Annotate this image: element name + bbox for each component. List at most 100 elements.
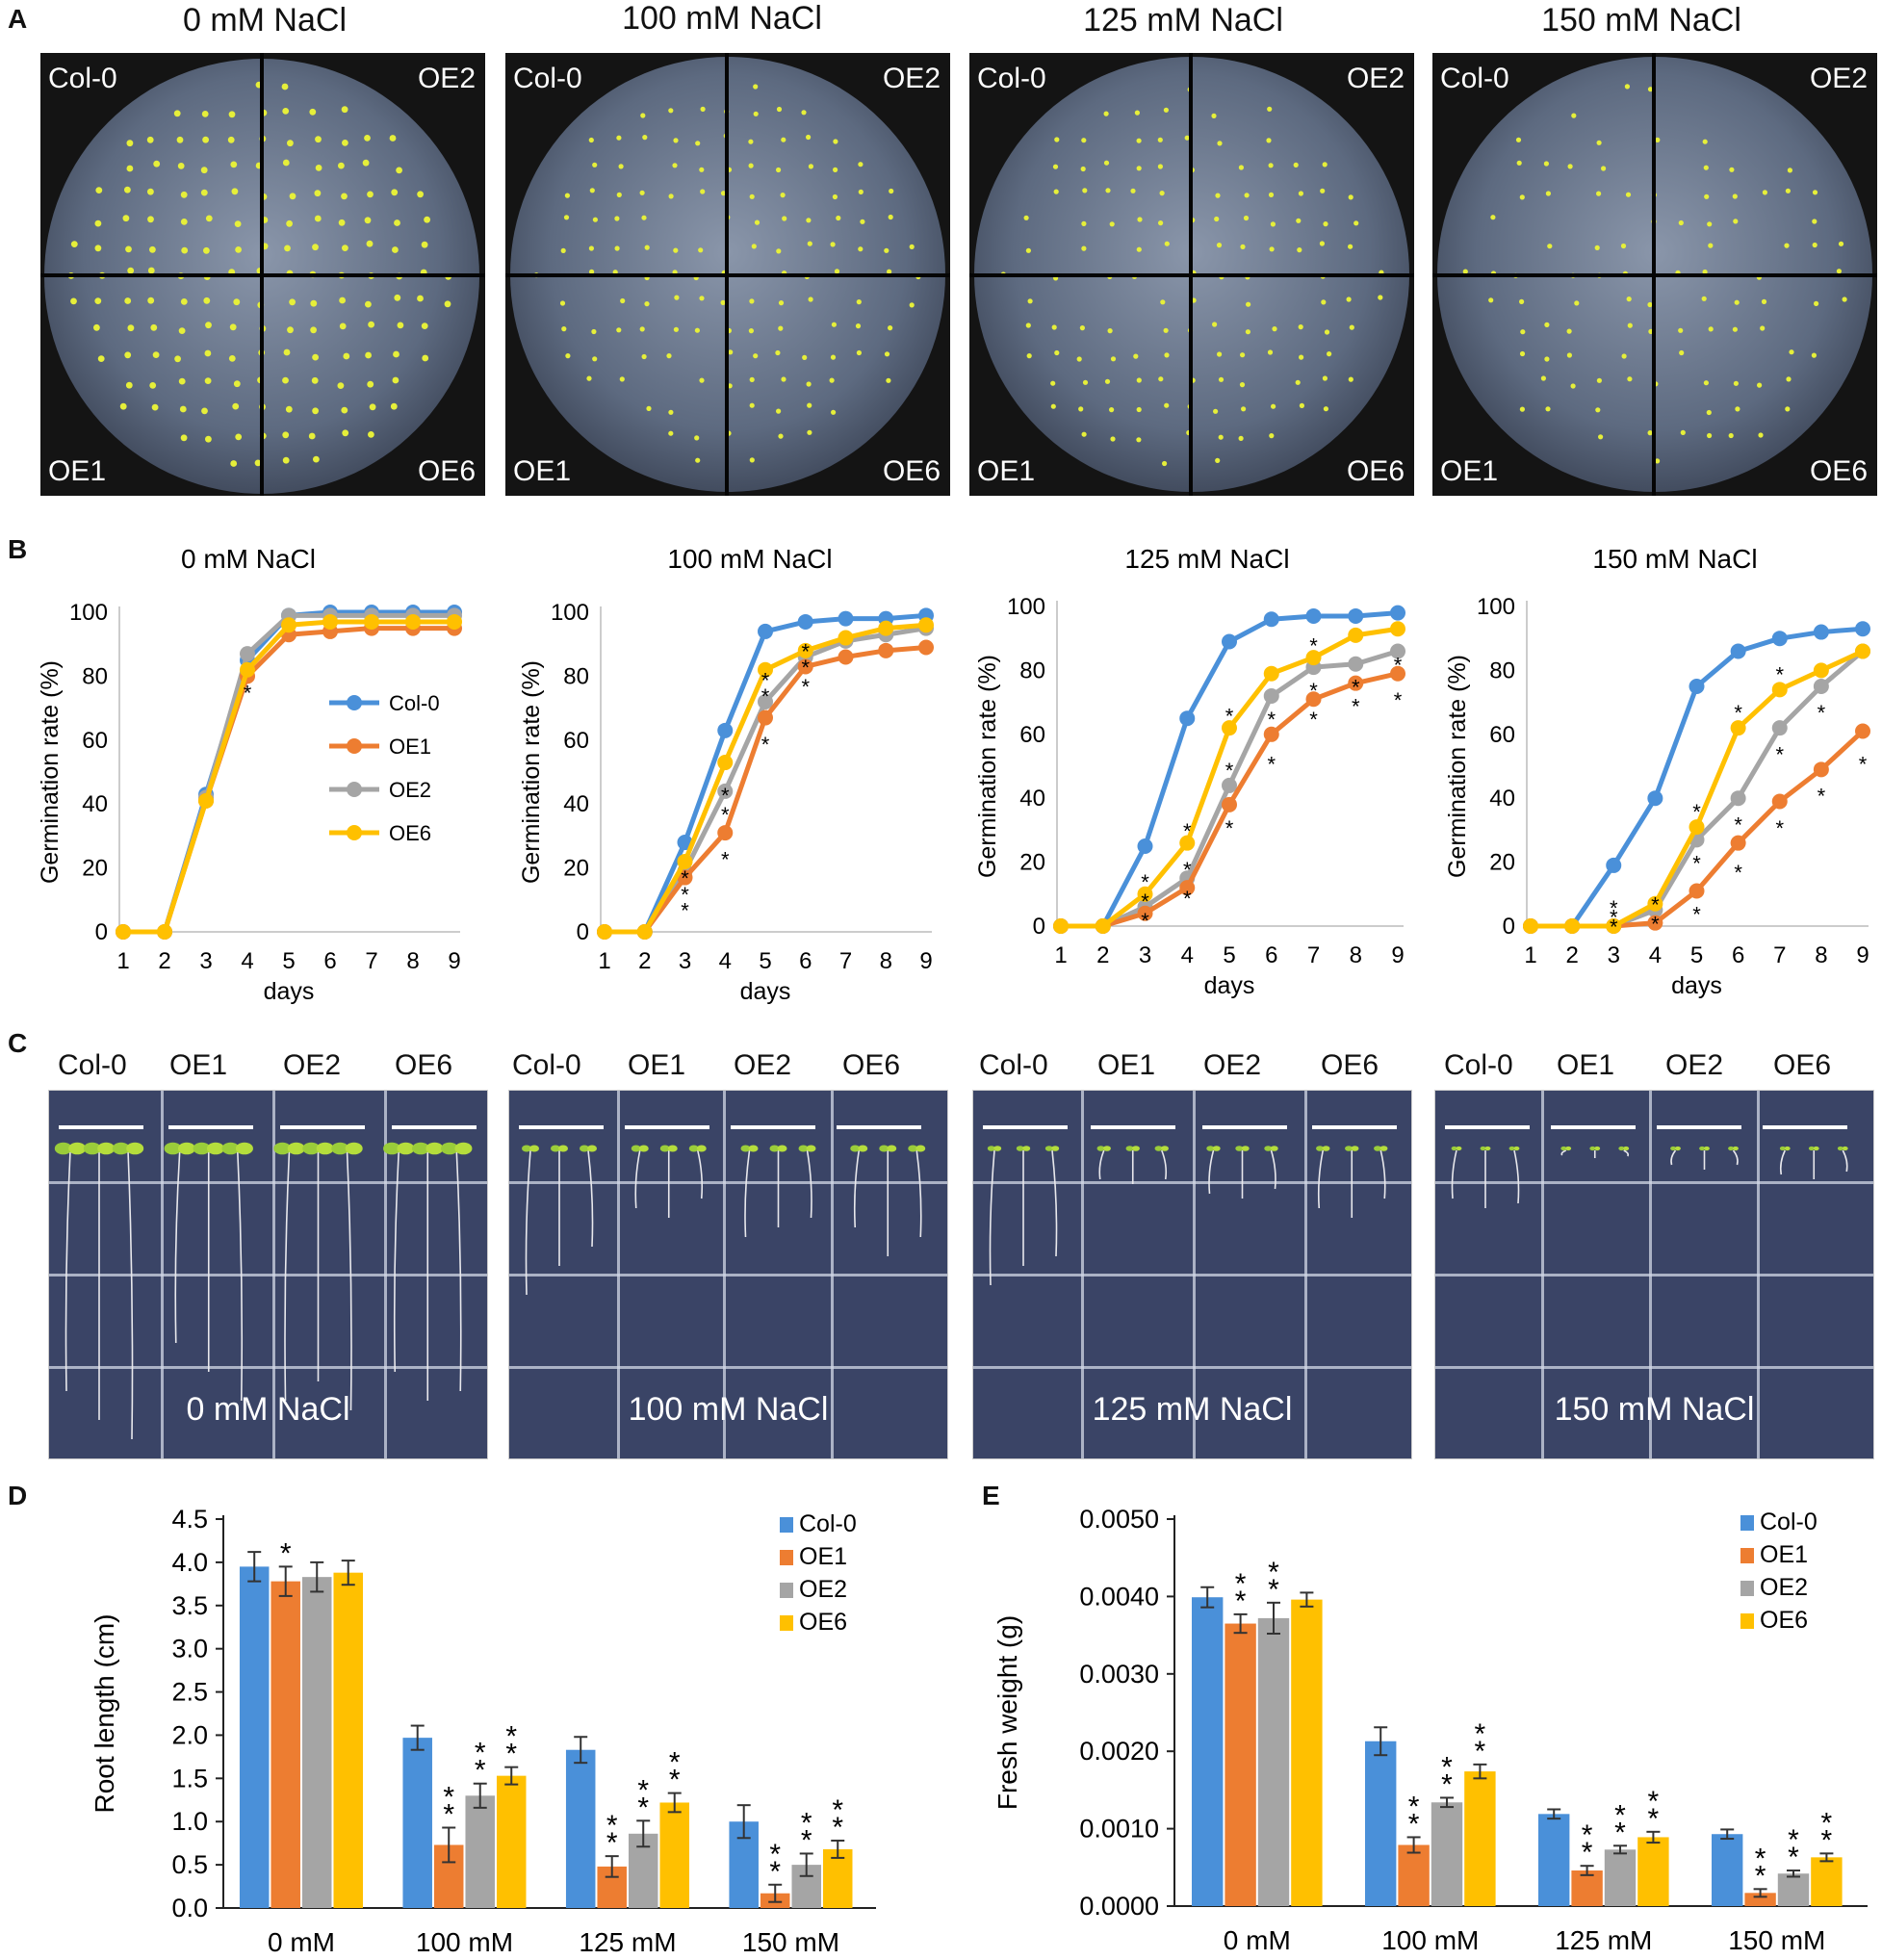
chart-title: 125 mM NaCl <box>1124 544 1289 574</box>
seedling <box>122 215 130 222</box>
seedling <box>641 215 647 220</box>
x-tick-label: 3 <box>679 948 691 974</box>
legend-label: OE6 <box>389 821 431 845</box>
seedling <box>228 355 236 362</box>
seedling <box>287 326 294 334</box>
seedling <box>639 190 645 195</box>
y-axis-title: Germination rate (%) <box>1444 655 1471 878</box>
cotyledon <box>1206 1146 1215 1151</box>
quadrant-label-oe1: OE1 <box>977 455 1036 487</box>
cotyledon <box>1241 1146 1250 1151</box>
y-tick-label: 1.5 <box>171 1764 208 1792</box>
seedling <box>362 159 370 167</box>
seedling <box>338 219 346 226</box>
y-tick-label: 40 <box>1019 786 1045 812</box>
significance-mark: * <box>1821 1807 1833 1839</box>
seedling <box>592 217 598 222</box>
c-label-col0: Col-0 <box>512 1049 581 1081</box>
significance-mark: * <box>505 1739 517 1770</box>
legend-label: Col-0 <box>389 691 440 715</box>
seedling <box>1267 106 1273 112</box>
series-line-col-0 <box>123 609 454 935</box>
seedling <box>119 402 127 410</box>
seedling <box>565 353 571 359</box>
seedling <box>1733 380 1739 386</box>
cotyledon <box>1264 1146 1273 1151</box>
seedling <box>124 297 132 304</box>
seedling <box>1838 241 1844 246</box>
seedling <box>673 138 679 143</box>
data-point <box>717 825 734 841</box>
plate-photo-100: Col-0 OE2 OE1 OE6 <box>505 53 950 496</box>
seedling <box>1298 324 1303 330</box>
seedling <box>1348 194 1353 200</box>
seedling <box>808 164 813 169</box>
seedling <box>147 216 154 223</box>
cotyledon <box>740 1145 751 1152</box>
plate-title-100: 100 mM NaCl <box>622 0 822 37</box>
y-tick-label: 0 <box>1033 914 1045 940</box>
significance-mark: * <box>475 1738 486 1769</box>
seedling <box>1520 329 1526 335</box>
seedling <box>339 322 347 330</box>
root <box>1317 1149 1325 1209</box>
cotyledon <box>1351 1146 1359 1151</box>
cotyledon <box>1565 1146 1572 1151</box>
bar <box>1604 1849 1637 1906</box>
seedling <box>699 296 705 301</box>
seedling <box>1238 435 1244 441</box>
significance-mark: * <box>1309 708 1318 732</box>
seedling <box>127 324 135 332</box>
data-point <box>1730 835 1746 851</box>
seedling <box>230 161 238 168</box>
seedling <box>855 323 862 329</box>
x-tick-label: 2 <box>1565 942 1578 968</box>
data-point <box>677 869 693 886</box>
seedling <box>314 215 322 222</box>
significance-mark: * <box>505 1721 517 1753</box>
x-tick-label: 150 mM <box>742 1927 839 1957</box>
data-point <box>717 755 734 771</box>
panel-letter-d: D <box>8 1481 28 1510</box>
x-tick-label: 7 <box>1307 942 1320 968</box>
significance-mark: * <box>1235 1586 1247 1617</box>
significance-mark: * <box>1225 759 1234 783</box>
seedling <box>1271 403 1276 409</box>
seedling <box>424 216 430 223</box>
seedling <box>1704 193 1710 199</box>
seedling <box>673 326 679 332</box>
cotyledon <box>383 1142 401 1155</box>
root <box>1513 1149 1520 1204</box>
seedling <box>668 108 674 114</box>
data-point <box>1222 720 1237 736</box>
y-tick-label: 0.0020 <box>1079 1737 1159 1766</box>
seedling <box>1812 219 1818 224</box>
seedling <box>776 408 782 414</box>
seedling <box>1081 245 1087 251</box>
seedling <box>203 246 210 254</box>
seedling <box>178 377 186 385</box>
c-label-oe2: OE2 <box>283 1049 342 1081</box>
seedling <box>833 167 838 172</box>
seedling <box>205 322 212 329</box>
significance-mark: * <box>1352 676 1360 700</box>
x-tick-label: 4 <box>719 948 732 974</box>
seedling <box>776 167 782 173</box>
legend-label: Col-0 <box>799 1510 857 1537</box>
data-point <box>797 658 813 675</box>
seedling <box>807 402 812 408</box>
seedling <box>204 377 212 384</box>
cotyledon <box>1270 1146 1278 1151</box>
x-axis-title: days <box>264 978 315 1005</box>
significance-mark: * <box>443 1799 454 1831</box>
seedling <box>808 297 813 302</box>
significance-mark: * <box>1225 816 1234 840</box>
seedling <box>1109 221 1115 227</box>
seedling <box>1240 352 1246 358</box>
y-axis-title: Root length (cm) <box>90 1614 119 1814</box>
c-label-oe1: OE1 <box>169 1049 228 1081</box>
cotyledon <box>1125 1146 1134 1151</box>
seedling <box>753 111 759 116</box>
seedling <box>778 300 785 306</box>
seedling <box>70 241 78 247</box>
